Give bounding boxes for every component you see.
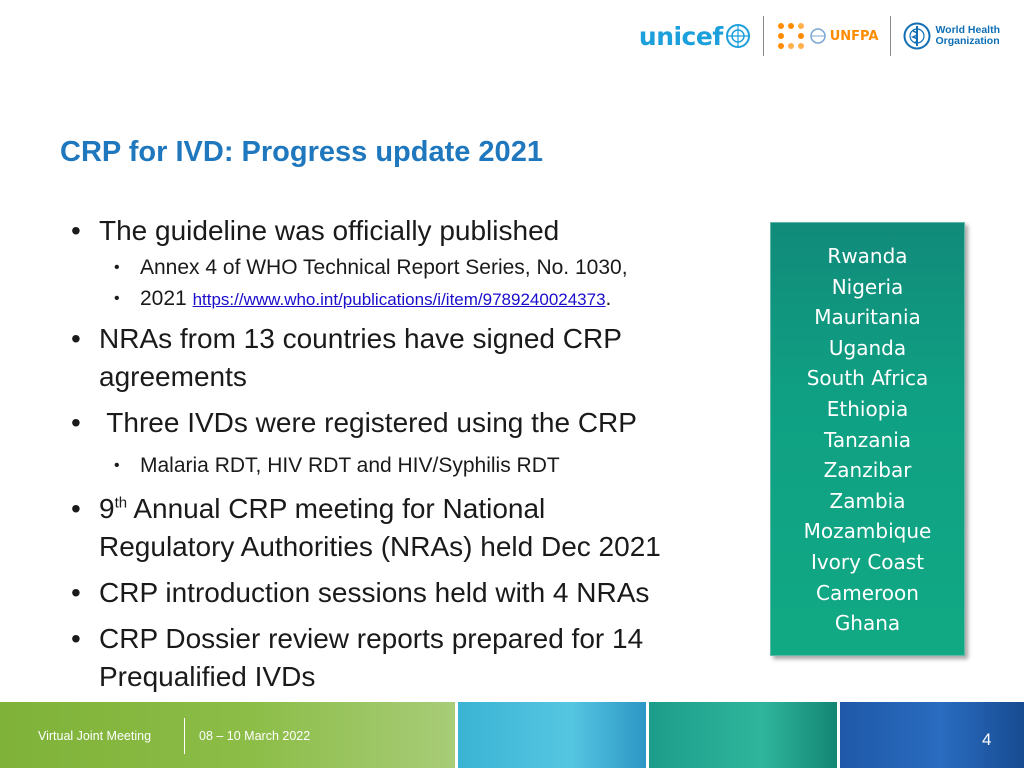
bullet-intro-sessions: CRP introduction sessions held with 4 NR…	[71, 574, 649, 612]
annex-year: 2021	[140, 287, 187, 310]
logo-divider	[890, 16, 892, 56]
bullet-nras-line1: NRAs from 13 countries have signed CRP	[99, 323, 622, 354]
footer-banner: Virtual Joint Meeting 08 – 10 March 2022…	[0, 702, 1024, 768]
un-emblem-icon	[809, 28, 826, 44]
logo-divider	[762, 16, 764, 56]
footer-image-cyan	[458, 702, 646, 768]
country-item: Ivory Coast	[810, 549, 925, 574]
country-item: Uganda	[828, 335, 907, 360]
footer-image-green	[0, 702, 455, 768]
page-number: 4	[982, 730, 992, 749]
unicef-logo: unicef	[639, 14, 751, 58]
footer-gap	[646, 702, 649, 768]
slide-title: CRP for IVD: Progress update 2021	[60, 136, 543, 168]
who-wordmark: World Health Organization	[935, 24, 1000, 47]
footer-divider	[184, 718, 185, 754]
bullet-dossier-line2: Prequalified IVDs	[99, 661, 316, 692]
subbullet-rdts: Malaria RDT, HIV RDT and HIV/Syphilis RD…	[114, 450, 560, 481]
footer-image-blue	[840, 702, 1024, 768]
bullet-nras-line2: agreements	[99, 361, 247, 392]
footer-gap	[455, 702, 458, 768]
country-item: Ghana	[834, 611, 901, 636]
country-list-box: Rwanda Nigeria Mauritania Uganda South A…	[770, 222, 965, 656]
unfpa-wordmark: UNFPA	[829, 28, 879, 44]
bullet-meeting-line1: 9th Annual CRP meeting for National	[99, 493, 546, 524]
annex-period: .	[605, 287, 612, 310]
footer-dates: 08 – 10 March 2022	[199, 729, 311, 743]
country-item: Nigeria	[831, 274, 904, 299]
subbullet-annex-line2: 2021 https://www.who.int/publications/i/…	[114, 283, 612, 315]
country-item: Ethiopia	[826, 396, 909, 421]
country-item: South Africa	[806, 366, 929, 391]
subbullet-annex-line1: Annex 4 of WHO Technical Report Series, …	[114, 252, 628, 283]
unfpa-dots-icon	[777, 23, 804, 49]
country-item: Zanzibar	[823, 458, 912, 483]
footer-image-teal	[649, 702, 837, 768]
who-logo: World Health Organization	[903, 14, 1000, 58]
partner-logos: unicef UNFPA World Health Orga	[639, 14, 1000, 58]
footer-gap	[837, 702, 840, 768]
country-item: Cameroon	[816, 580, 919, 605]
bullet-published: The guideline was officially published	[71, 212, 559, 250]
country-item: Zambia	[829, 488, 906, 513]
unicef-wordmark: unicef	[638, 21, 723, 51]
country-item: Mozambique	[803, 519, 932, 544]
bullet-annual-meeting: 9th Annual CRP meeting for National Regu…	[71, 490, 661, 566]
bullet-nras-signed: NRAs from 13 countries have signed CRP a…	[71, 320, 622, 396]
bullet-dossier-line1: CRP Dossier review reports prepared for …	[99, 623, 644, 654]
ordinal-suffix: th	[114, 494, 128, 512]
country-list: Rwanda Nigeria Mauritania Uganda South A…	[771, 223, 964, 639]
bullet-ivds-registered: Three IVDs were registered using the CRP	[71, 404, 637, 442]
bullet-dossier-reports: CRP Dossier review reports prepared for …	[71, 620, 644, 696]
unicef-emblem-icon	[725, 24, 750, 48]
country-item: Rwanda	[827, 244, 908, 268]
who-emblem-icon	[903, 22, 931, 50]
country-item: Mauritania	[814, 305, 921, 330]
country-item: Tanzania	[823, 427, 912, 452]
footer-meeting-name: Virtual Joint Meeting	[38, 729, 152, 743]
who-publication-link[interactable]: https://www.who.int/publications/i/item/…	[192, 290, 606, 309]
bullet-meeting-line2: Regulatory Authorities (NRAs) held Dec 2…	[99, 531, 661, 562]
unfpa-logo: UNFPA	[776, 14, 879, 58]
